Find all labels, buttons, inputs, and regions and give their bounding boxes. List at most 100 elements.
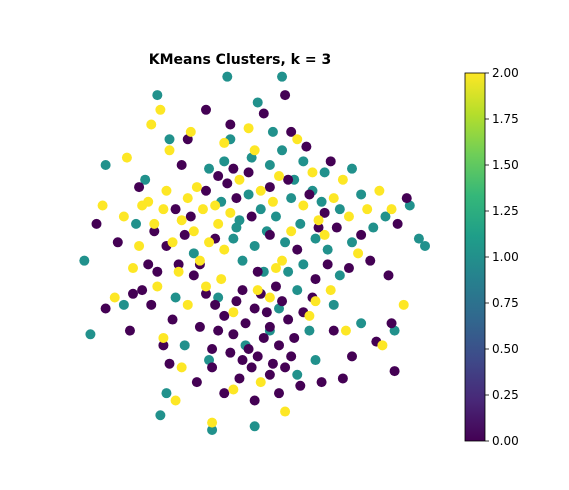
- scatter-point-cluster-2: [313, 215, 324, 226]
- scatter-point-cluster-0: [356, 229, 367, 240]
- scatter-point-cluster-1: [380, 211, 391, 222]
- scatter-point-cluster-2: [164, 145, 175, 156]
- scatter-point-cluster-1: [267, 126, 278, 137]
- scatter-point-cluster-2: [270, 263, 281, 274]
- scatter-point-cluster-0: [243, 344, 254, 354]
- scatter-point-cluster-0: [264, 321, 275, 332]
- scatter-point-cluster-1: [188, 248, 199, 259]
- scatter-point-cluster-1: [243, 189, 254, 200]
- scatter-point-cluster-2: [173, 266, 184, 277]
- scatter-point-cluster-0: [347, 351, 357, 362]
- scatter-point-cluster-1: [179, 340, 190, 351]
- scatter-point-cluster-2: [158, 204, 169, 215]
- scatter-point-cluster-2: [213, 218, 224, 229]
- scatter-point-cluster-0: [310, 274, 321, 285]
- scatter-point-cluster-0: [283, 174, 294, 185]
- scatter-point-cluster-1: [277, 71, 288, 82]
- scatter-point-cluster-2: [340, 325, 351, 336]
- scatter-point-cluster-0: [280, 362, 291, 373]
- scatter-point-cluster-2: [158, 332, 169, 343]
- scatter-point-cluster-2: [362, 204, 373, 215]
- colorbar-tick-label: 0.50: [492, 342, 519, 356]
- scatter-point-cluster-2: [386, 204, 397, 215]
- scatter-point-cluster-1: [249, 421, 260, 432]
- colorbar-tick-label: 0.75: [492, 296, 519, 310]
- scatter-point-cluster-1: [277, 145, 288, 156]
- scatter-point-cluster-0: [261, 307, 272, 318]
- scatter-point-cluster-0: [173, 259, 184, 270]
- scatter-point-cluster-0: [249, 303, 260, 314]
- scatter-point-cluster-0: [289, 332, 300, 343]
- scatter-point-cluster-2: [255, 185, 266, 196]
- scatter-point-cluster-0: [143, 259, 154, 270]
- colorbar: [464, 72, 486, 442]
- chart-title: KMeans Clusters, k = 3: [149, 52, 331, 68]
- colorbar-tick-label: 1.50: [492, 158, 519, 172]
- scatter-point-cluster-0: [283, 314, 294, 325]
- scatter-point-cluster-2: [137, 200, 148, 211]
- scatter-point-cluster-0: [219, 310, 230, 321]
- scatter-point-cluster-1: [356, 189, 367, 200]
- scatter-point-cluster-1: [131, 218, 142, 229]
- scatter-point-cluster-0: [319, 207, 330, 218]
- scatter-point-cluster-0: [210, 299, 221, 310]
- scatter-point-cluster-0: [134, 182, 145, 193]
- scatter-point-cluster-0: [246, 362, 257, 373]
- scatter-point-cluster-2: [219, 137, 230, 148]
- scatter-point-cluster-1: [231, 222, 242, 233]
- colorbar-tick-label: 0.00: [492, 434, 519, 448]
- scatter-point-cluster-2: [353, 248, 364, 259]
- scatter-point-cluster-2: [274, 171, 284, 182]
- scatter-point-cluster-2: [374, 185, 385, 196]
- scatter-point-cluster-1: [237, 255, 248, 266]
- scatter-point-cluster-0: [267, 358, 278, 369]
- scatter-point-cluster-0: [237, 355, 248, 366]
- scatter-point-cluster-1: [334, 270, 345, 281]
- scatter-point-cluster-0: [137, 285, 148, 296]
- scatter-point-cluster-0: [274, 340, 284, 351]
- scatter-point-cluster-0: [213, 325, 224, 336]
- scatter-point-cluster-2: [228, 384, 239, 395]
- scatter-point-cluster-1: [347, 163, 357, 174]
- scatter-point-cluster-0: [389, 366, 400, 377]
- scatter-point-cluster-0: [252, 266, 263, 277]
- scatter-point-cluster-2: [219, 244, 230, 255]
- scatter-point-cluster-2: [255, 377, 266, 388]
- scatter-point-cluster-2: [197, 204, 208, 215]
- scatter-point-cluster-1: [252, 97, 263, 108]
- scatter-point-cluster-1: [155, 410, 166, 421]
- scatter-point-cluster-1: [161, 388, 172, 399]
- scatter-point-cluster-0: [185, 211, 196, 222]
- scatter-point-cluster-0: [392, 218, 403, 229]
- scatter-point-cluster-2: [207, 417, 218, 428]
- scatter-point-cluster-1: [85, 329, 96, 340]
- scatter-point-cluster-1: [413, 233, 424, 244]
- scatter-point-cluster-0: [264, 229, 275, 240]
- scatter-point-cluster-1: [255, 204, 266, 215]
- scatter-point-cluster-1: [319, 167, 330, 178]
- scatter-point-cluster-0: [146, 299, 157, 310]
- scatter-point-cluster-2: [228, 307, 239, 318]
- colorbar-tick-label: 1.25: [492, 204, 519, 218]
- scatter-point-cluster-0: [201, 185, 211, 196]
- scatter-point-cluster-0: [234, 373, 245, 384]
- scatter-point-cluster-1: [298, 259, 309, 270]
- scatter-point-cluster-0: [191, 377, 202, 388]
- colorbar-tick-label: 1.00: [492, 250, 519, 264]
- scatter-point-cluster-0: [213, 171, 224, 182]
- scatter-point-cluster-0: [280, 90, 291, 101]
- scatter-point-cluster-1: [280, 237, 291, 248]
- scatter-point-cluster-1: [286, 193, 297, 204]
- scatter-point-cluster-2: [109, 292, 120, 303]
- scatter-point-cluster-0: [207, 362, 218, 373]
- scatter-point-cluster-0: [365, 255, 376, 266]
- scatter-point-cluster-0: [112, 237, 123, 248]
- scatter-point-cluster-1: [152, 90, 163, 101]
- scatter-point-cluster-0: [149, 226, 160, 237]
- scatter-point-cluster-0: [91, 218, 102, 229]
- scatter-point-cluster-2: [185, 126, 196, 137]
- scatter-point-cluster-2: [204, 237, 215, 248]
- scatter-point-cluster-0: [207, 344, 218, 354]
- scatter-point-cluster-1: [204, 163, 215, 174]
